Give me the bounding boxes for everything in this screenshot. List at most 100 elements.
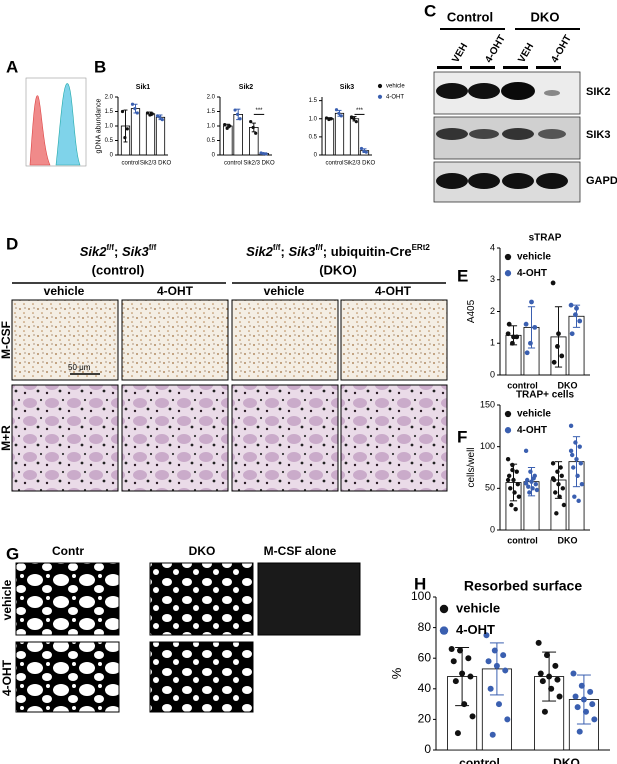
lane-bar: [536, 66, 561, 69]
bar: [155, 116, 166, 156]
column-label: M-CSF alone: [264, 544, 337, 558]
legend-marker: [377, 83, 383, 89]
data-point: [554, 676, 561, 683]
y-tick-label: 40: [418, 681, 432, 695]
chart-title: sTRAP: [529, 233, 562, 244]
resorption-image: [15, 641, 120, 713]
data-point: [337, 111, 341, 115]
data-point: [574, 305, 579, 311]
data-point: [578, 682, 585, 689]
data-point: [259, 151, 263, 155]
legend-label: vehicle: [386, 84, 405, 90]
data-point: [238, 117, 242, 121]
scale-label: 50 μm: [68, 363, 91, 372]
data-point: [515, 481, 521, 487]
legend-label: 4-OHT: [517, 268, 547, 279]
data-point: [334, 108, 339, 112]
data-point: [512, 490, 517, 495]
column-label: vehicle: [44, 284, 85, 298]
y-axis-label: A405: [466, 299, 477, 323]
panel-label: E: [457, 266, 468, 285]
genotype-subtitle: (control): [92, 262, 145, 277]
data-point: [544, 652, 551, 659]
gene: Sik2: [80, 244, 108, 259]
lane-label: 4-OHT: [549, 33, 574, 64]
data-point: [158, 115, 162, 119]
data-point: [577, 318, 583, 324]
band: [501, 82, 535, 100]
data-point: [510, 467, 515, 473]
data-point: [254, 131, 258, 135]
data-point: [249, 120, 253, 124]
data-point: [556, 331, 561, 337]
data-point: [493, 662, 500, 669]
data-point: [558, 465, 563, 470]
data-point: [228, 124, 232, 128]
data-point: [535, 639, 542, 646]
gene: Sik2: [246, 244, 274, 259]
y-tick-label: 0: [490, 524, 495, 534]
row-label: M-CSF: [0, 321, 13, 359]
allele: f/f: [273, 243, 281, 252]
histogram-peak: [55, 83, 81, 166]
data-point: [559, 353, 565, 359]
data-point: [452, 678, 459, 685]
data-point: [509, 502, 514, 508]
resorption-image: [15, 562, 120, 636]
data-point: [560, 486, 566, 491]
data-point: [502, 667, 509, 674]
chart-title: Resorbed surface: [464, 578, 582, 594]
y-tick-label: 1.5: [105, 109, 114, 115]
data-point: [160, 118, 164, 122]
chart-title: TRAP+ cells: [516, 390, 575, 401]
data-point: [527, 490, 532, 495]
data-point: [133, 107, 137, 111]
data-point: [233, 108, 237, 112]
y-tick-label: 0.5: [309, 134, 318, 140]
data-point: [539, 678, 546, 685]
row-label: vehicle: [0, 579, 14, 620]
legend-marker: [504, 427, 512, 434]
data-point: [523, 321, 529, 327]
legend-label: vehicle: [517, 252, 551, 263]
data-point: [225, 126, 229, 130]
y-tick-label: 0: [424, 742, 431, 756]
data-point: [506, 473, 512, 479]
data-point: [123, 136, 127, 140]
data-point: [546, 673, 553, 680]
data-point: [580, 696, 587, 703]
bar: [130, 108, 141, 156]
lane-bar: [437, 66, 462, 69]
data-point: [505, 477, 511, 483]
group-label: Control: [447, 9, 493, 24]
data-point: [552, 662, 559, 669]
column-label: 4-OHT: [375, 284, 412, 298]
data-point: [555, 344, 560, 349]
data-point: [528, 340, 533, 346]
data-point: [575, 473, 580, 479]
resorption-image: [149, 641, 254, 713]
legend-marker: [439, 626, 449, 635]
data-point: [261, 151, 266, 156]
resorption-image: [149, 562, 254, 636]
y-tick-label: 150: [480, 399, 495, 409]
y-tick-label: 0: [212, 153, 216, 159]
x-tick-label: DKO: [553, 756, 580, 764]
data-point: [465, 655, 472, 662]
column-label: DKO: [189, 544, 216, 558]
data-point: [530, 486, 535, 491]
data-point: [510, 340, 515, 346]
lane-bar: [470, 66, 495, 69]
data-point: [534, 487, 540, 493]
y-tick-label: 2: [490, 306, 495, 316]
y-tick-label: 50: [485, 483, 495, 493]
resorption-image: [257, 562, 361, 636]
legend-label: 4-OHT: [386, 94, 404, 100]
data-point: [571, 465, 576, 470]
micrograph: [11, 384, 119, 492]
data-point: [506, 321, 512, 327]
data-point: [352, 117, 356, 121]
x-tick-label: Sik2/3 DKO: [243, 161, 275, 167]
